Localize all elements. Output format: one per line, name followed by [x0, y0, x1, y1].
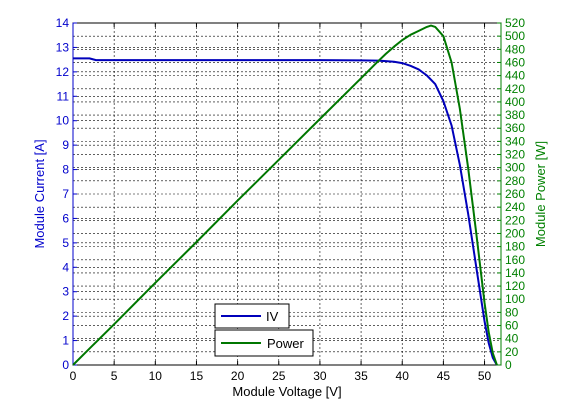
- y-left-tick-label: 7: [62, 187, 69, 201]
- y-right-tick-label: 40: [505, 332, 519, 346]
- y-right-tick-label: 100: [505, 292, 525, 306]
- x-tick-label: 35: [354, 369, 368, 383]
- y-right-tick-label: 360: [505, 121, 525, 135]
- y-right-tick-label: 80: [505, 305, 519, 319]
- legend-iv-label: IV: [266, 309, 279, 324]
- x-axis-label: Module Voltage [V]: [232, 384, 341, 399]
- y-right-tick-label: 520: [505, 16, 525, 30]
- x-tick-label: 0: [70, 369, 77, 383]
- y-axis-right: 0204060801001201401601802002202402602803…: [497, 16, 525, 372]
- y-left-tick-label: 5: [62, 236, 69, 250]
- y-right-tick-label: 340: [505, 134, 525, 148]
- y-left-tick-label: 6: [62, 211, 69, 225]
- y-right-tick-label: 220: [505, 213, 525, 227]
- x-tick-label: 5: [111, 369, 118, 383]
- y-left-tick-label: 9: [62, 138, 69, 152]
- power-series-line: [72, 24, 498, 366]
- y-left-tick-label: 13: [56, 40, 70, 54]
- y-left-tick-label: 14: [56, 16, 70, 30]
- x-tick-label: 25: [272, 369, 286, 383]
- y-right-tick-label: 460: [505, 55, 525, 69]
- y-right-tick-label: 300: [505, 161, 525, 175]
- y-right-tick-label: 160: [505, 253, 525, 267]
- y-axis-left-label: Module Current [A]: [32, 139, 47, 248]
- legend-power-label: Power: [267, 336, 305, 351]
- x-tick-label: 50: [478, 369, 492, 383]
- y-axis-right-label: Module Power [W]: [533, 141, 548, 247]
- x-tick-label: 20: [231, 369, 245, 383]
- y-right-tick-label: 380: [505, 108, 525, 122]
- y-right-tick-label: 120: [505, 279, 525, 293]
- y-right-tick-label: 480: [505, 42, 525, 56]
- y-left-tick-label: 11: [57, 89, 70, 103]
- y-right-tick-label: 0: [505, 358, 512, 372]
- y-left-tick-label: 3: [62, 285, 69, 299]
- legend: IV Power: [214, 303, 314, 357]
- y-left-tick-label: 10: [56, 114, 70, 128]
- x-tick-label: 15: [190, 369, 204, 383]
- x-tick-label: 10: [149, 369, 163, 383]
- y-right-tick-label: 400: [505, 95, 525, 109]
- y-right-tick-label: 140: [505, 266, 525, 280]
- y-right-tick-label: 260: [505, 187, 525, 201]
- series-layer: [72, 24, 498, 366]
- y-left-tick-label: 0: [62, 358, 69, 372]
- y-right-tick-label: 200: [505, 226, 525, 240]
- x-tick-label: 30: [313, 369, 327, 383]
- y-right-tick-label: 180: [505, 240, 525, 254]
- y-right-tick-label: 500: [505, 29, 525, 43]
- y-right-tick-label: 420: [505, 82, 525, 96]
- x-tick-label: 40: [396, 369, 410, 383]
- y-right-tick-label: 320: [505, 148, 525, 162]
- y-right-tick-label: 60: [505, 319, 519, 333]
- y-left-tick-label: 2: [62, 309, 69, 323]
- y-right-tick-label: 20: [505, 345, 519, 359]
- y-right-tick-label: 240: [505, 200, 525, 214]
- y-left-tick-label: 4: [62, 260, 69, 274]
- x-tick-label: 45: [437, 369, 451, 383]
- y-left-tick-label: 1: [62, 334, 69, 348]
- iv-series-line: [73, 57, 498, 366]
- y-right-tick-label: 280: [505, 174, 525, 188]
- y-left-tick-label: 12: [56, 65, 70, 79]
- y-right-tick-label: 440: [505, 69, 525, 83]
- y-left-tick-label: 8: [62, 163, 69, 177]
- x-axis: 0 5 10 15 20 25 30 35 40 45 50: [70, 23, 492, 383]
